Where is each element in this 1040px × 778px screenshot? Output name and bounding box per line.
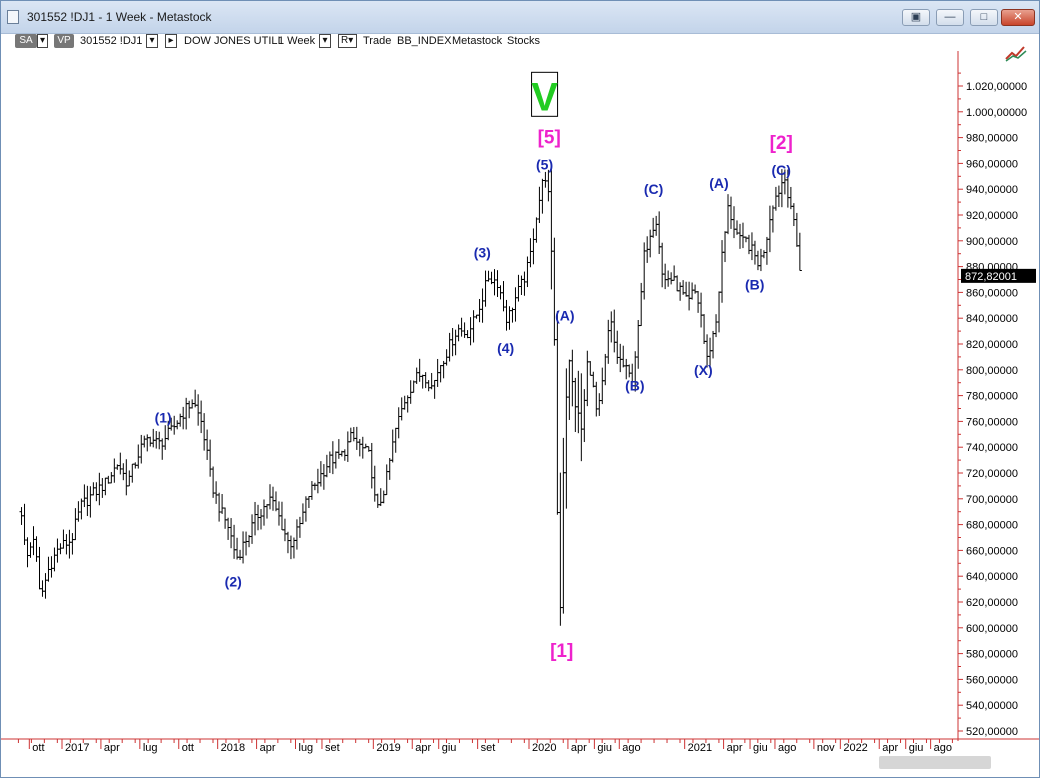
- y-tick-label: 740,00000: [966, 442, 1018, 454]
- y-tick-label: 580,00000: [966, 649, 1018, 661]
- maximize-button[interactable]: □: [970, 9, 998, 26]
- y-tick-label: 900,00000: [966, 236, 1018, 248]
- ohlc-bar: [797, 232, 802, 272]
- wave-label-primary: [1]: [550, 641, 573, 662]
- y-tick-label: 860,00000: [966, 287, 1018, 299]
- y-tick-label: 760,00000: [966, 416, 1018, 428]
- y-tick-label: 840,00000: [966, 313, 1018, 325]
- x-tick-label: lug: [299, 742, 314, 754]
- x-tick-label: apr: [571, 742, 587, 754]
- y-tick-label: 640,00000: [966, 571, 1018, 583]
- y-tick-label: 960,00000: [966, 158, 1018, 170]
- x-tick-label: ago: [934, 742, 952, 754]
- y-tick-label: 780,00000: [966, 391, 1018, 403]
- y-tick-label: 540,00000: [966, 700, 1018, 712]
- x-tick-label: giu: [442, 742, 457, 754]
- x-tick-label: apr: [882, 742, 898, 754]
- horizontal-scrollbar-thumb[interactable]: [879, 756, 991, 769]
- x-tick-label: set: [325, 742, 340, 754]
- price-chart[interactable]: 520,00000 540,00000 560,00000 580,00000 600,…: [1, 51, 1039, 756]
- y-tick-label: 1.020,00000: [966, 81, 1027, 93]
- wave-label-intermediate: (4): [497, 340, 514, 356]
- wave-label-intermediate: (A): [709, 175, 728, 191]
- type-label: Stocks: [507, 35, 541, 47]
- y-tick-label: 560,00000: [966, 674, 1018, 686]
- symbol-dropdown-icon[interactable]: ▾: [146, 34, 158, 48]
- chart-toolbar: SA ▾ VP 301552 !DJ1 ▾ ▸ DOW JONES UTILI …: [1, 33, 1039, 51]
- x-tick-label: apr: [415, 742, 431, 754]
- plot-area: [7, 53, 958, 739]
- wave-label-intermediate: (B): [625, 377, 644, 393]
- r-dropdown[interactable]: R▾: [338, 34, 357, 48]
- x-tick-label: lug: [143, 742, 158, 754]
- x-tick-label: 2021: [688, 742, 712, 754]
- wave-label-intermediate: (5): [536, 157, 553, 173]
- vp-tag[interactable]: VP: [54, 34, 74, 48]
- y-tick-label: 820,00000: [966, 339, 1018, 351]
- wave-label-intermediate: (2): [225, 573, 242, 589]
- period-dropdown-icon[interactable]: ▾: [319, 34, 331, 48]
- x-tick-label: 2020: [532, 742, 556, 754]
- y-tick-label: 520,00000: [966, 726, 1018, 738]
- source-label: Metastock: [452, 35, 503, 47]
- symbol-label: 301552 !DJ1: [80, 35, 143, 47]
- x-tick-label: ott: [32, 742, 44, 754]
- x-tick-label: set: [481, 742, 496, 754]
- last-price-box: [961, 268, 1036, 283]
- y-tick-label: 800,00000: [966, 365, 1018, 377]
- wave-label-primary: [5]: [538, 128, 561, 149]
- wave-label-intermediate: (X): [694, 362, 713, 378]
- title-bar[interactable]: 301552 !DJ1 - 1 Week - Metastock ▣ — □ ✕: [1, 1, 1039, 34]
- ohlc-bars: [19, 167, 802, 626]
- sa-tag[interactable]: SA: [15, 34, 37, 48]
- x-tick-label: 2019: [376, 742, 400, 754]
- close-button[interactable]: ✕: [1001, 9, 1035, 26]
- period-label: 1 Week: [278, 35, 316, 47]
- wave-label-major: V: [531, 75, 558, 119]
- x-tick-label: apr: [104, 742, 120, 754]
- y-tick-label: 720,00000: [966, 468, 1018, 480]
- x-tick-label: ago: [622, 742, 640, 754]
- minimize-button[interactable]: —: [936, 9, 964, 26]
- y-tick-label: 660,00000: [966, 545, 1018, 557]
- wave-label-intermediate: (C): [644, 181, 663, 197]
- x-tick-label: 2022: [843, 742, 867, 754]
- x-tick-label: 2018: [221, 742, 245, 754]
- x-tick-label: nov: [817, 742, 835, 754]
- restore-view-button[interactable]: ▣: [902, 9, 930, 26]
- wave-label-intermediate: (A): [555, 308, 574, 324]
- chart-settings-icon[interactable]: [1004, 43, 1028, 63]
- x-tick-label: giu: [909, 742, 924, 754]
- y-tick-label: 940,00000: [966, 184, 1018, 196]
- x-tick-label: apr: [727, 742, 743, 754]
- wave-label-intermediate: (1): [155, 410, 172, 426]
- y-tick-label: 1.000,00000: [966, 107, 1027, 119]
- x-tick-label: ott: [182, 742, 194, 754]
- wave-label-intermediate: (3): [474, 244, 491, 260]
- y-tick-label: 620,00000: [966, 597, 1018, 609]
- index-label: BB_INDEX: [397, 35, 452, 47]
- y-tick-label: 600,00000: [966, 623, 1018, 635]
- name-dropdown-icon[interactable]: ▸: [165, 34, 177, 48]
- wave-label-intermediate: (B): [745, 277, 764, 293]
- x-tick-label: giu: [753, 742, 768, 754]
- window-title: 301552 !DJ1 - 1 Week - Metastock: [27, 10, 212, 24]
- wave-v-box: [531, 71, 559, 117]
- y-tick-label: 920,00000: [966, 210, 1018, 222]
- y-tick-label: 700,00000: [966, 494, 1018, 506]
- wave-label-intermediate: (C): [771, 162, 790, 178]
- app-icon: [7, 10, 19, 24]
- y-tick-label: 680,00000: [966, 520, 1018, 532]
- x-tick-label: ago: [778, 742, 796, 754]
- x-tick-label: apr: [260, 742, 276, 754]
- x-tick-label: 2017: [65, 742, 89, 754]
- x-tick-label: giu: [597, 742, 612, 754]
- y-tick-label: 980,00000: [966, 133, 1018, 145]
- last-price-label: 872,82001: [965, 271, 1017, 283]
- mode-label: Trade: [363, 35, 392, 47]
- instrument-name: DOW JONES UTILI: [184, 35, 281, 47]
- sa-dropdown-icon[interactable]: ▾: [37, 34, 48, 48]
- wave-label-primary: [2]: [770, 133, 793, 154]
